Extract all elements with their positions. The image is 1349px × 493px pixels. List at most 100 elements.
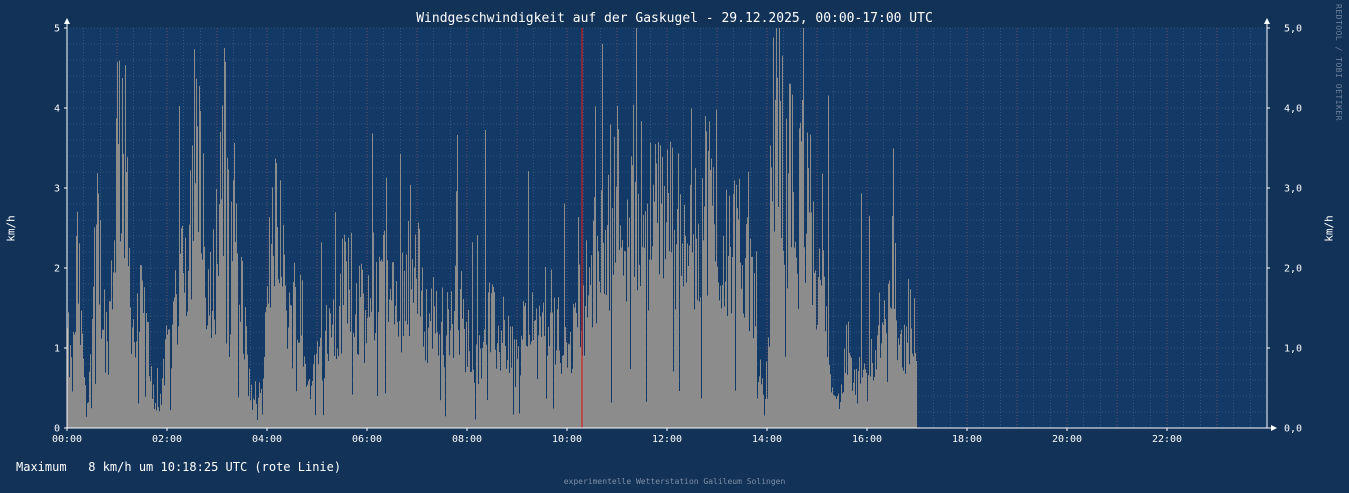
wind-bar — [647, 203, 648, 428]
wind-bar — [691, 108, 692, 428]
wind-bar — [602, 43, 603, 428]
wind-bar — [104, 289, 105, 428]
wind-bar — [341, 353, 342, 428]
wind-bar — [827, 357, 828, 428]
wind-bar — [527, 346, 528, 428]
wind-bar — [873, 380, 874, 428]
wind-bar — [639, 264, 640, 428]
wind-bar — [149, 376, 150, 428]
wind-bar — [818, 277, 819, 428]
wind-bar — [580, 347, 581, 428]
wind-bar — [545, 267, 546, 428]
wind-bar — [756, 251, 757, 428]
wind-bar — [405, 320, 406, 428]
wind-bar — [706, 131, 707, 429]
wind-bar — [196, 78, 197, 428]
wind-bar — [70, 345, 71, 428]
wind-bar — [709, 121, 710, 428]
wind-bar — [88, 402, 89, 428]
wind-bar — [615, 262, 616, 428]
wind-bar — [913, 356, 914, 428]
wind-bar — [342, 238, 343, 428]
wind-bar — [875, 350, 876, 428]
wind-bar — [89, 371, 90, 428]
wind-bar — [675, 309, 676, 428]
wind-bar — [251, 384, 252, 428]
wind-bar — [265, 312, 266, 428]
wind-bar — [610, 124, 611, 428]
wind-bar — [176, 294, 177, 428]
x-tick-label: 22:00 — [1152, 434, 1182, 445]
wind-bar — [193, 240, 194, 428]
wind-bar — [98, 193, 99, 428]
wind-bar — [592, 327, 593, 428]
wind-bar — [281, 276, 282, 428]
wind-bar — [902, 367, 903, 428]
wind-bar — [682, 243, 683, 428]
wind-bar — [360, 297, 361, 428]
wind-bar — [195, 183, 196, 428]
wind-bar — [617, 105, 618, 428]
x-tick-label: 14:00 — [752, 434, 782, 445]
wind-bar — [160, 393, 161, 428]
wind-bar — [863, 369, 864, 428]
wind-bar — [910, 289, 911, 428]
wind-bar — [635, 181, 636, 428]
wind-bar — [538, 335, 539, 428]
wind-bar — [310, 399, 311, 428]
wind-bar — [907, 342, 908, 428]
wind-bar — [511, 367, 512, 428]
wind-bar — [555, 364, 556, 428]
wind-bar — [375, 333, 376, 428]
wind-bar — [542, 312, 543, 428]
wind-bar — [664, 186, 665, 428]
wind-bar — [572, 368, 573, 428]
wind-bar — [814, 272, 815, 428]
wind-bar — [653, 184, 654, 428]
wind-bar — [684, 204, 685, 428]
wind-bar — [93, 286, 94, 428]
wind-bar — [628, 247, 629, 428]
wind-bar — [95, 383, 96, 428]
wind-bar — [347, 323, 348, 428]
wind-bar — [750, 238, 751, 428]
wind-bar — [748, 171, 749, 428]
wind-bar — [426, 288, 427, 428]
wind-bar — [575, 302, 576, 428]
wind-bar — [525, 303, 526, 428]
wind-bar — [450, 330, 451, 428]
wind-bar — [793, 192, 794, 428]
wind-bar — [82, 333, 83, 428]
wind-bar — [493, 286, 494, 428]
wind-bar — [794, 247, 795, 428]
wind-bar — [373, 232, 374, 428]
wind-bar — [189, 224, 190, 428]
wind-bar — [544, 335, 545, 428]
wind-bar — [694, 309, 695, 428]
wind-bar — [828, 95, 829, 428]
wind-bar — [219, 204, 220, 428]
wind-bar — [358, 354, 359, 428]
wind-bar — [323, 415, 324, 428]
wind-bar — [381, 259, 382, 428]
wind-bar — [213, 229, 214, 428]
wind-bar — [287, 348, 288, 428]
wind-bar — [174, 297, 175, 428]
wind-bar — [838, 393, 839, 428]
wind-bar — [831, 392, 832, 428]
wind-bar — [548, 327, 549, 428]
chart-title: Windgeschwindigkeit auf der Gaskugel - 2… — [416, 11, 933, 26]
wind-bar — [339, 305, 340, 428]
wind-bar — [197, 126, 198, 428]
wind-bar — [800, 122, 801, 428]
wind-bar — [378, 312, 379, 428]
wind-bar — [212, 310, 213, 428]
wind-bar — [670, 141, 671, 429]
wind-bar — [119, 60, 120, 428]
wind-bar — [724, 306, 725, 428]
wind-bar — [736, 184, 737, 428]
wind-bar — [430, 321, 431, 428]
wind-bar — [459, 354, 460, 428]
wind-bar — [276, 162, 277, 428]
wind-bar — [334, 355, 335, 428]
